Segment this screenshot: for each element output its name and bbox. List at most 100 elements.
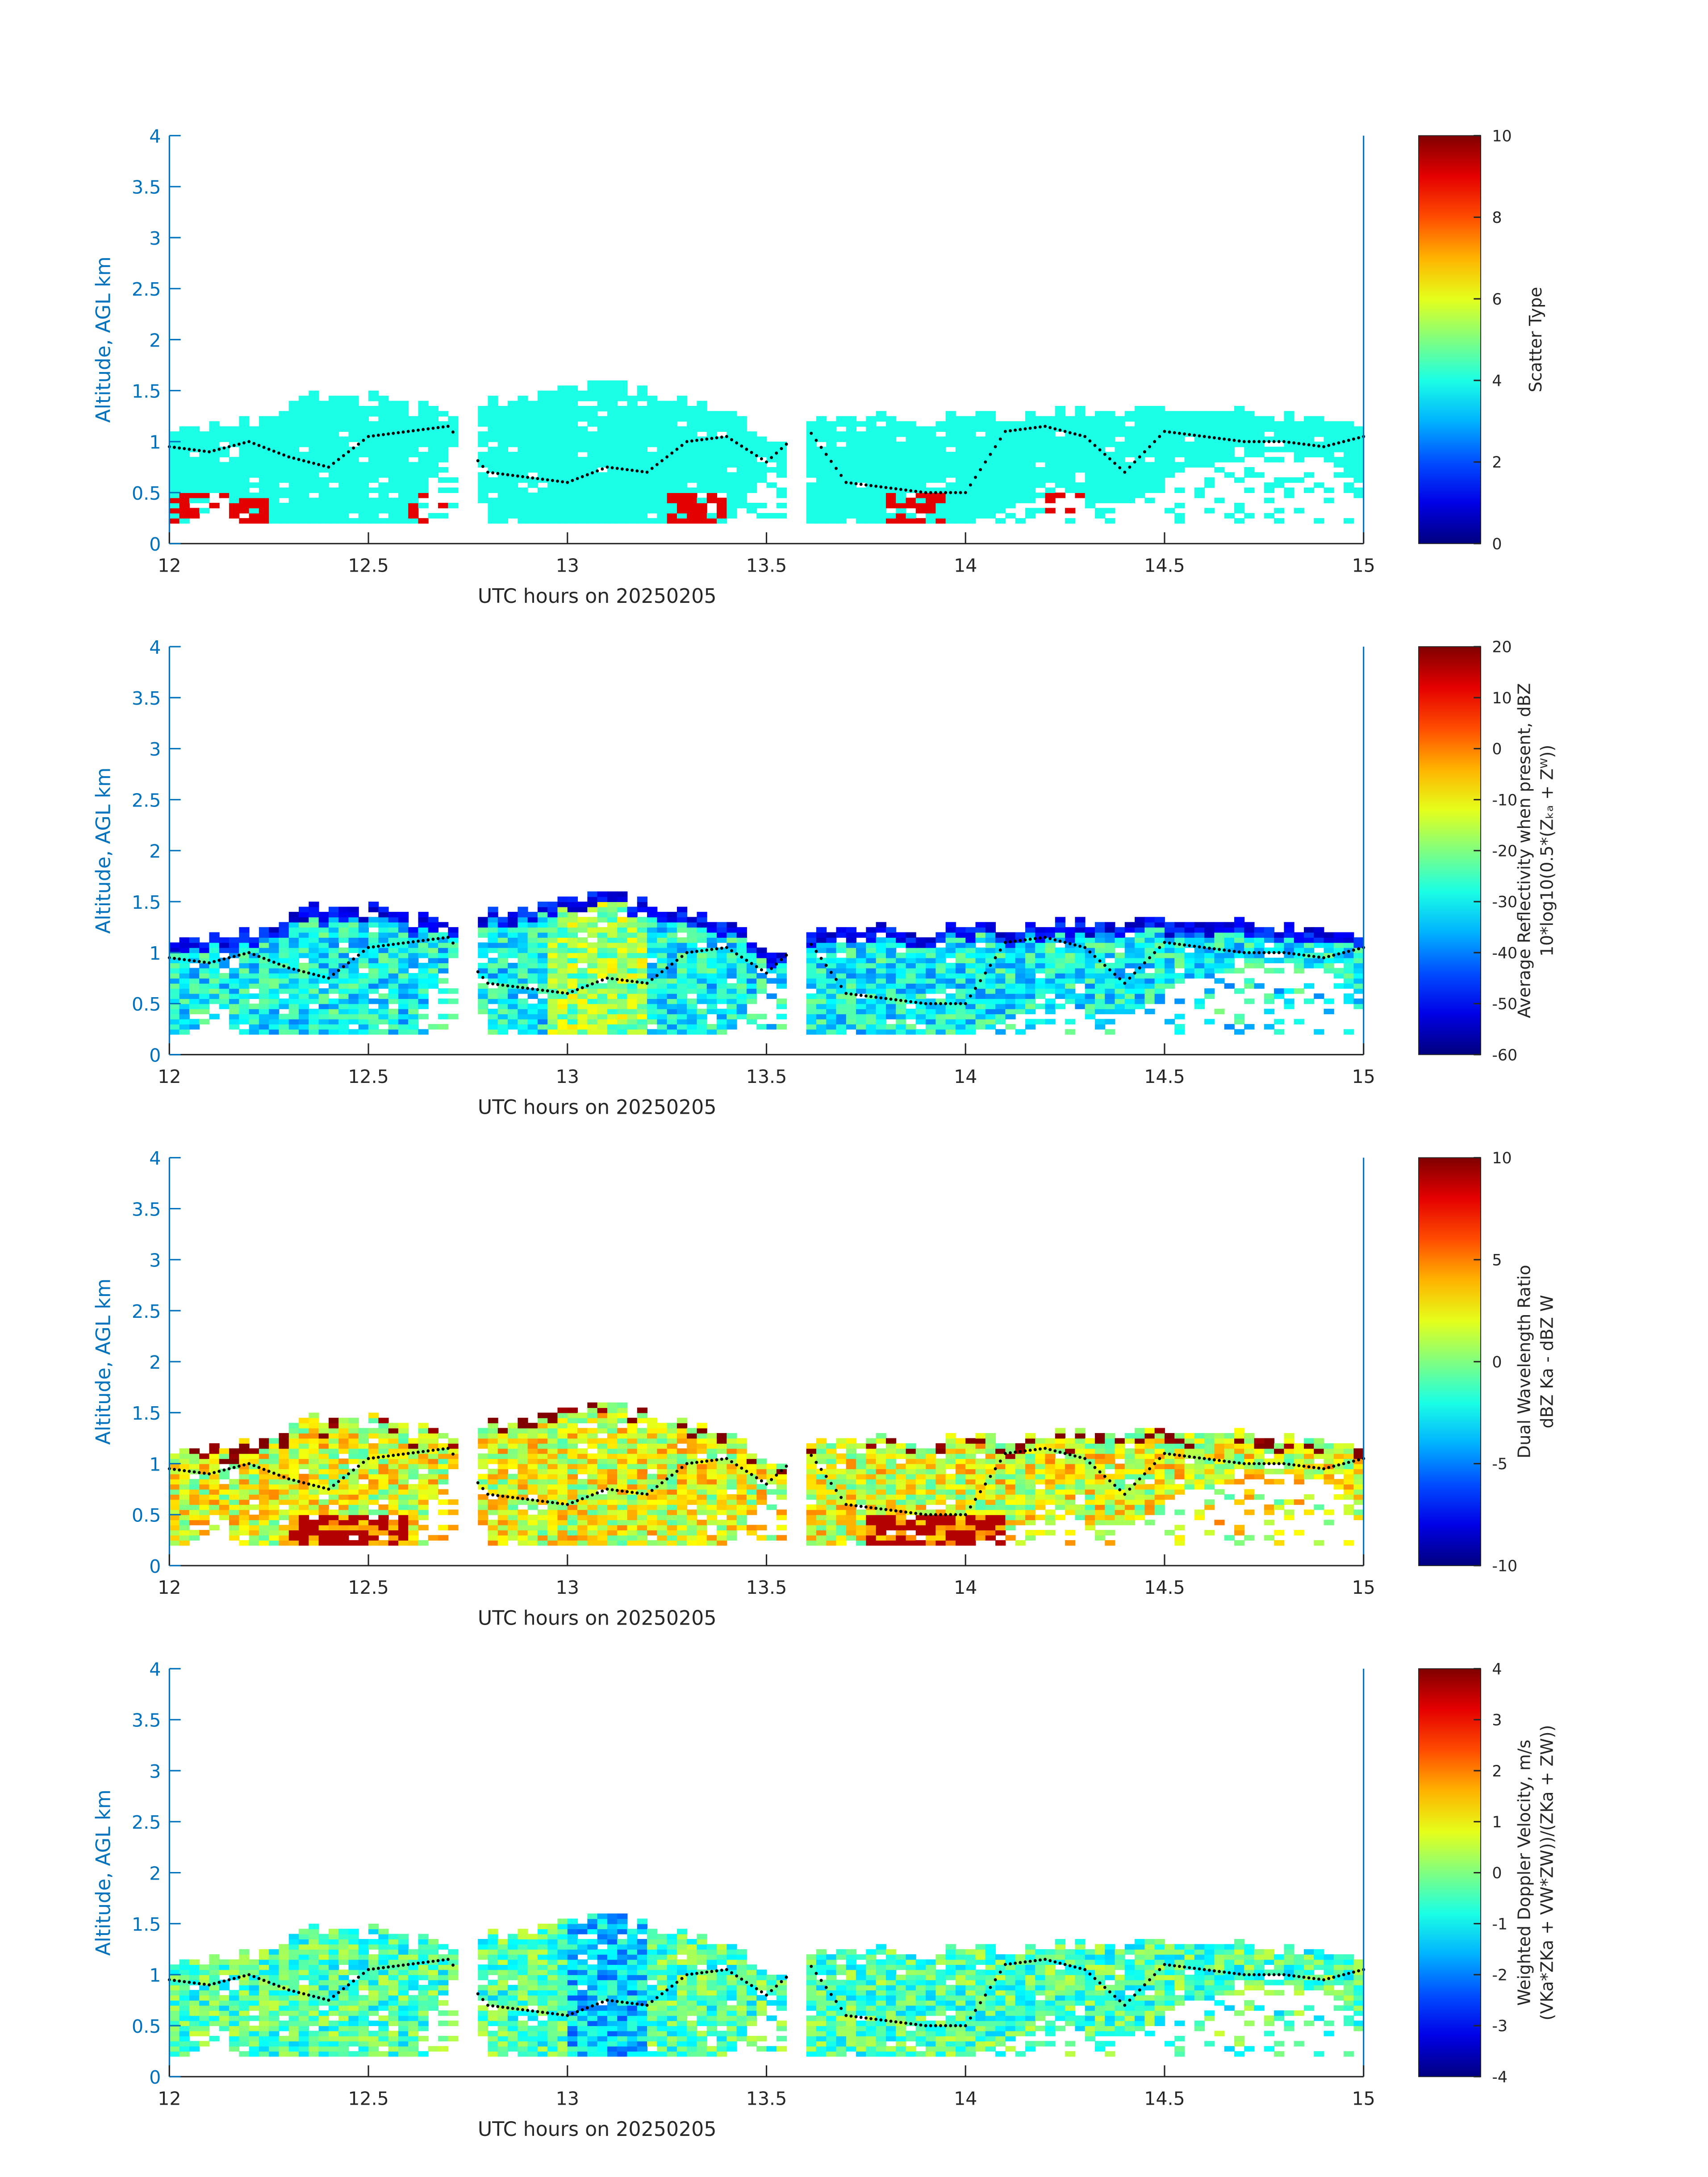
heatmap-cell [368,451,379,458]
heatmap-cell [627,441,638,447]
heatmap-cell [179,1509,190,1515]
heatmap-cell [299,993,309,999]
heatmap-cell [806,963,817,969]
heatmap-cell [488,937,498,943]
cloud-base-dot [620,978,624,982]
heatmap-cell [1094,431,1106,437]
cloud-base-dot [1098,959,1102,963]
heatmap-cell [1105,441,1115,447]
heatmap-cell [975,993,986,999]
heatmap-cell [687,472,697,478]
heatmap-cell [836,451,847,458]
cloud-base-dot [1038,936,1042,940]
heatmap-cell [418,953,429,958]
cloud-base-dot [481,976,484,979]
heatmap-cell [497,405,509,412]
heatmap-cell [667,472,677,478]
heatmap-cell [1303,487,1315,493]
heatmap-cell [607,390,618,397]
heatmap-cell [955,416,966,422]
heatmap-cell [219,1499,230,1505]
heatmap-cell [806,518,817,524]
cloud-base-dot [1188,433,1191,436]
heatmap-cell [378,447,389,452]
heatmap-cell [408,963,419,969]
heatmap-cell [1025,441,1036,447]
heatmap-cell [1094,441,1106,447]
heatmap-cell [279,922,289,928]
heatmap-cell [736,937,747,943]
heatmap-cell [1344,441,1354,447]
cloud-base-dot [964,491,967,494]
heatmap-cell [338,508,349,514]
heatmap-cell [209,1463,220,1469]
heatmap-cell [727,932,737,938]
heatmap-cell [995,937,1006,943]
cloud-base-dot [1247,440,1251,443]
heatmap-cell [219,472,230,478]
heatmap-cell [1094,953,1106,958]
heatmap-cell [358,451,369,458]
heatmap-cell [896,513,906,519]
heatmap-cell [657,401,668,406]
heatmap-cell [876,411,886,417]
heatmap-cell [1164,431,1175,437]
heatmap-cell [687,451,697,458]
heatmap-cell [915,1008,927,1015]
heatmap-cell [169,1530,180,1536]
cloud-base-dot [521,475,524,478]
heatmap-cell [398,472,409,478]
heatmap-cell [955,436,966,442]
heatmap-cell [189,457,200,463]
heatmap-cell [537,426,548,432]
colorbar-tick-label: 0 [1492,535,1502,553]
heatmap-cell [189,988,200,994]
heatmap-cell [965,927,976,933]
heatmap-cell [567,963,578,969]
heatmap-cell [587,902,598,907]
heatmap-cell [557,405,568,412]
heatmap-cell [497,431,509,437]
heatmap-cell [637,472,648,478]
heatmap-cell [1055,973,1066,979]
heatmap-cell [727,993,737,999]
heatmap-cell [358,932,369,938]
heatmap-cell [179,999,190,1004]
cloud-base-dot [1083,946,1087,949]
heatmap-cell [856,472,867,478]
heatmap-cell [727,963,737,969]
heatmap-cell [1244,978,1255,984]
heatmap-cell [756,973,767,979]
heatmap-cell [657,983,668,989]
heatmap-cell [885,1003,897,1009]
heatmap-cell [677,401,688,406]
heatmap-cell [1264,457,1275,463]
heatmap-cell [1164,467,1175,473]
heatmap-cell [856,493,867,498]
heatmap-cell [617,1003,628,1009]
heatmap-cell [885,421,897,427]
heatmap-cell [597,518,608,524]
heatmap-cell [537,405,548,412]
heatmap-cell [1105,431,1115,437]
heatmap-cell [1005,421,1016,427]
heatmap-cell [1174,421,1185,427]
heatmap-cell [239,421,250,427]
heatmap-cell [348,993,359,999]
heatmap-cell [288,493,300,498]
heatmap-cell [597,927,608,933]
heatmap-cell [557,508,568,514]
panel-refl: 12 12.5 13 13.5 14 14.5 1500.511.522.533.54UTC… [92,637,1557,1119]
heatmap-cell [1174,963,1185,969]
y-tick-label: 4 [149,637,161,658]
heatmap-cell [945,502,956,509]
heatmap-cell [627,502,638,509]
heatmap-cell [617,396,628,401]
cloud-base-dot [417,428,420,432]
x-tick-label: 12 [158,1066,181,1087]
heatmap-cell [896,518,906,524]
heatmap-cell [1015,518,1026,524]
cloud-base-dot [844,481,848,484]
heatmap-cell [1204,1019,1215,1025]
heatmap-cell [915,441,927,447]
